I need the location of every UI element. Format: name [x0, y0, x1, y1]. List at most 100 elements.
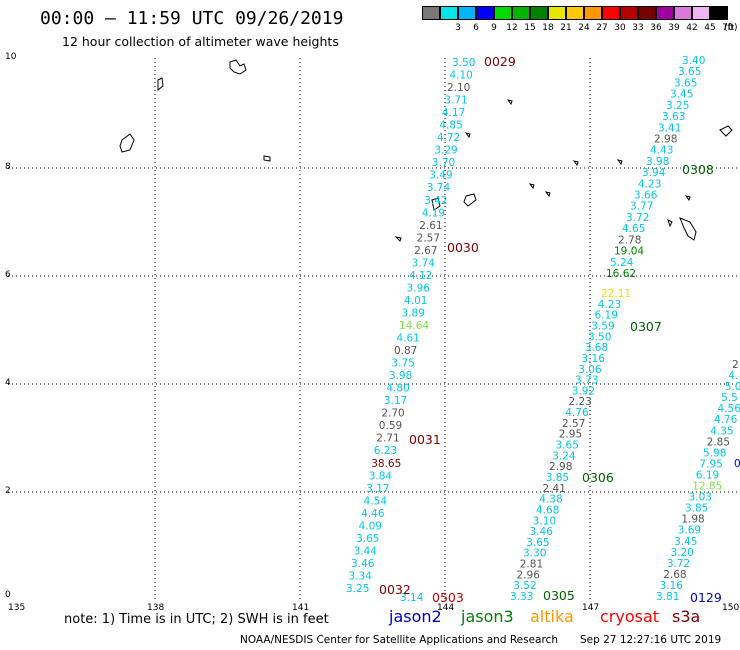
wave-value: 3.45: [670, 89, 693, 101]
wave-value: 3.29: [434, 145, 457, 157]
wave-value: 2.85: [707, 436, 730, 448]
wave-value: 2.96: [517, 569, 541, 581]
pass-time-label: 0129: [690, 590, 722, 605]
wave-value: 3.66: [634, 190, 658, 202]
island-outline: [506, 99, 513, 106]
y-tick-label: 10: [5, 52, 17, 62]
wave-value: 3.06: [578, 364, 602, 376]
satellite-name: cryosat: [600, 607, 660, 626]
satellite-name: jason3: [461, 607, 514, 626]
island-outline: [572, 160, 579, 167]
wave-value: 2.98: [549, 461, 572, 473]
legend-swatch: [458, 6, 476, 20]
wave-value: 3.71: [444, 95, 467, 107]
wave-value: 3.14: [400, 592, 424, 604]
wave-value: 22.11: [601, 288, 631, 300]
wave-value: 3.98: [389, 370, 412, 382]
wave-value: 16.62: [606, 268, 636, 280]
wave-value: 3.10: [533, 515, 556, 527]
wave-value: 4.80: [386, 383, 409, 395]
wave-value: 2.71: [376, 433, 399, 445]
map-grid: [8, 58, 738, 600]
wave-value: 14.64: [399, 320, 429, 332]
pass-time-label: 0030: [447, 240, 479, 255]
legend-label: 39: [668, 23, 680, 33]
footer-credit: NOAA/NESDIS Center for Satellite Applica…: [240, 634, 558, 646]
wave-labels: 3.504.102.103.714.174.854.723.293.703.49…: [346, 54, 740, 605]
wave-value: 3.16: [660, 580, 684, 592]
wave-value: 3.49: [429, 170, 452, 182]
legend-label: 33: [632, 23, 644, 33]
wave-value: 2.67: [414, 245, 437, 257]
wave-value: 5.98: [703, 447, 726, 459]
wave-value: 4.43: [650, 145, 673, 157]
wave-value: 6.23: [374, 445, 397, 457]
legend-swatch: [476, 6, 494, 20]
pass-time-label: 0029: [484, 54, 516, 69]
wave-value: 4.54: [364, 495, 388, 507]
legend-swatch: [710, 6, 728, 20]
wave-value: 3.59: [591, 320, 614, 332]
wave-value: 2.81: [520, 559, 543, 571]
wave-value: 5.0: [725, 381, 740, 393]
satellite-name: jason2: [389, 607, 442, 626]
wave-value: 3.20: [670, 547, 693, 559]
wave-value: 19.04: [614, 246, 644, 258]
wave-value: 4.76: [565, 407, 589, 419]
wave-value: 2.61: [419, 220, 442, 232]
wave-value: 4.23: [638, 178, 661, 190]
island-outline: [119, 133, 135, 153]
island-outline: [157, 77, 164, 92]
legend-swatch: [638, 6, 656, 20]
wave-value: 2.57: [417, 232, 440, 244]
wave-value: 3.63: [662, 111, 685, 123]
legend-swatch: [566, 6, 584, 20]
legend-label: 6: [473, 23, 479, 33]
legend-swatch: [494, 6, 512, 20]
pass-time-label: 0307: [630, 319, 662, 334]
legend-swatch: [674, 6, 692, 20]
legend-label: 30: [614, 23, 626, 33]
wave-value: 6.19: [696, 469, 719, 481]
island-outline: [679, 217, 697, 241]
wave-value: 3.17: [384, 395, 407, 407]
wave-value: 5.24: [610, 257, 634, 269]
page-title: 00:00 – 11:59 UTC 09/26/2019: [40, 8, 344, 29]
legend-swatch: [440, 6, 458, 20]
island-outline: [667, 219, 673, 228]
wave-value: 3.45: [674, 536, 697, 548]
legend-swatch: [422, 6, 440, 20]
island-outline: [394, 236, 402, 242]
pass-time-label: 0032: [379, 582, 411, 597]
island-outline: [229, 59, 247, 75]
wave-value: 4.38: [539, 494, 562, 506]
y-tick-label: 4: [5, 378, 11, 388]
x-tick-label: 150: [722, 603, 740, 613]
legend-label: 12: [506, 23, 518, 33]
island-outline: [684, 195, 691, 202]
footer-note: note: 1) Time is in UTC; 2) SWH is in fe…: [64, 612, 329, 627]
legend-label: 24: [578, 23, 590, 33]
island-outline: [616, 159, 623, 166]
y-tick-label: 6: [5, 270, 11, 280]
wave-value: 2.23: [569, 396, 592, 408]
wave-value: 3.70: [432, 157, 455, 169]
satellite-name: altika: [530, 607, 574, 626]
wave-value: 3.73: [575, 375, 598, 387]
wave-value: 3.65: [556, 440, 579, 452]
wave-value: 3.65: [678, 66, 701, 78]
island-outline: [719, 125, 733, 137]
wave-value: 4.: [728, 370, 738, 382]
x-tick-label: 141: [292, 603, 310, 613]
wave-value: 2.98: [654, 133, 677, 145]
wave-value: 2.57: [562, 418, 585, 430]
wave-value: 3.69: [678, 525, 701, 537]
legend-swatch: [512, 6, 530, 20]
wave-value: 6.19: [595, 310, 618, 322]
wave-value: 7.95: [699, 458, 722, 470]
wave-value: 3.77: [630, 201, 653, 213]
wave-value: 3.81: [656, 591, 679, 603]
wave-value: 4.09: [359, 520, 382, 532]
